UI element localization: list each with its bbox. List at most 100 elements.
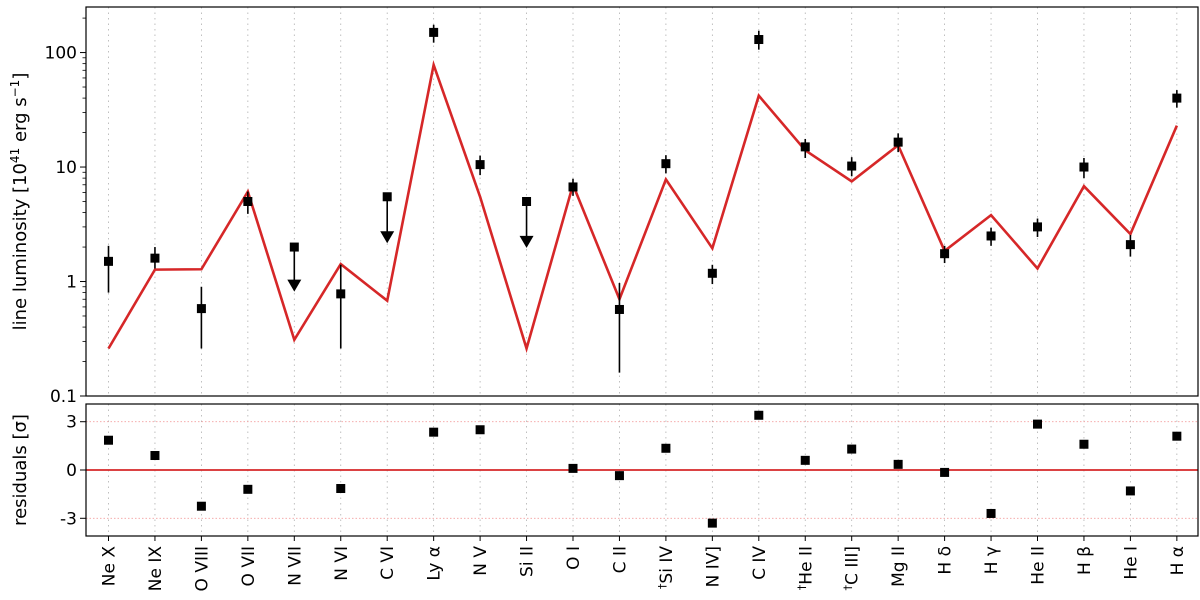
observed-point-5 [336, 264, 346, 349]
dagger-mark: † [795, 584, 808, 590]
observed-point-6 [380, 192, 395, 244]
observed-point-17 [893, 133, 903, 153]
residual-point-15 [800, 455, 810, 465]
data-marker [1172, 93, 1182, 103]
category-label-17: Mg II [889, 546, 909, 587]
residual-point-22 [1125, 486, 1135, 496]
data-marker [800, 142, 810, 152]
data-marker [847, 161, 857, 171]
main-y-axis-label: line luminosity [1041 erg s−1] [8, 73, 31, 331]
category-label-8: N V [471, 546, 491, 576]
observed-point-12 [661, 155, 671, 174]
observed-point-7 [429, 24, 439, 43]
category-name: H β [1075, 546, 1095, 575]
category-label-18: H δ [936, 546, 956, 575]
data-marker [104, 256, 113, 266]
category-label-14: C IV [750, 546, 770, 580]
residual-points [104, 410, 1182, 528]
residual-point-5 [336, 484, 346, 494]
observed-point-22 [1125, 234, 1135, 257]
category-name: H δ [936, 546, 956, 575]
residual-point-7 [429, 427, 439, 437]
category-name: He II [796, 546, 816, 585]
ylabel-main: line luminosity [10 [10, 163, 31, 330]
category-label-0: Ne X [100, 546, 120, 587]
category-label-21: H β [1075, 546, 1095, 575]
category-label-19: H γ [982, 546, 1002, 574]
data-marker [336, 289, 346, 299]
residual-point-19 [986, 508, 996, 518]
y-tick-label: 10 [55, 158, 77, 178]
data-marker [754, 35, 764, 45]
observed-point-20 [1033, 218, 1042, 237]
res-y-tick-label: 0 [66, 461, 77, 481]
data-marker [986, 231, 996, 241]
observed-point-18 [940, 245, 950, 264]
category-name: Mg II [889, 546, 909, 587]
residual-frame [85, 403, 1199, 537]
res-y-tick-label: -3 [60, 509, 77, 529]
category-label-1: Ne IX [146, 546, 166, 592]
category-name: Ne X [100, 546, 120, 587]
category-name: Si IV [657, 546, 677, 584]
category-name: He I [1121, 546, 1141, 580]
category-label-16: †C III] [842, 546, 863, 590]
category-name: N V [471, 546, 491, 576]
upper-limit-arrow [380, 231, 395, 244]
y-tick-label: 0.1 [50, 387, 77, 407]
observed-point-2 [196, 286, 206, 349]
res-y-tick-label: 3 [66, 413, 77, 433]
data-marker [522, 197, 532, 206]
data-marker [150, 253, 160, 263]
residual-point-10 [568, 463, 578, 473]
data-marker [382, 192, 392, 202]
observed-point-1 [150, 247, 160, 269]
observed-point-16 [847, 157, 857, 177]
ylabel-exp: 41 [8, 148, 22, 163]
category-name: Si II [518, 546, 538, 577]
category-name: N IV] [703, 546, 723, 587]
data-marker [568, 182, 578, 192]
category-label-2: O VIII [192, 546, 212, 591]
data-marker [940, 249, 950, 259]
residual-point-18 [940, 467, 950, 477]
category-name: Ne IX [146, 546, 166, 592]
data-marker [429, 27, 439, 37]
category-name: N VII [285, 546, 305, 586]
category-label-11: C II [610, 546, 630, 573]
residual-point-8 [475, 425, 485, 435]
data-marker [289, 242, 299, 252]
observed-point-11 [614, 283, 624, 373]
data-marker [1079, 162, 1089, 172]
residual-point-20 [1033, 419, 1042, 429]
category-name: He II [1029, 546, 1049, 585]
residual-reference-lines [86, 421, 1198, 519]
observed-point-13 [707, 264, 717, 285]
upper-limit-arrow [287, 279, 302, 292]
observed-point-3 [243, 191, 253, 214]
ylabel-close: ] [10, 73, 31, 80]
residual-point-11 [614, 471, 624, 481]
category-name: O VIII [192, 546, 212, 591]
category-label-12: †Si IV [656, 546, 677, 589]
category-label-7: Ly α [425, 546, 445, 581]
category-labels: Ne X Ne IX O VIII O VII N VII N VI C VI Ly α N V… [100, 536, 1188, 591]
category-name: O VII [239, 546, 259, 586]
ylabel-unit-exp: −1 [8, 80, 22, 98]
category-label-23: H α [1168, 546, 1188, 575]
category-name: H α [1168, 546, 1188, 575]
data-marker [661, 159, 671, 169]
data-marker [243, 197, 253, 206]
dagger-mark: † [842, 584, 855, 590]
residual-point-3 [243, 484, 253, 494]
main-frame [85, 6, 1199, 397]
category-name: H γ [982, 546, 1002, 574]
category-label-13: N IV] [703, 546, 723, 587]
category-label-15: †He II [795, 546, 816, 590]
y-tick-label: 100 [45, 44, 77, 64]
data-marker [1033, 222, 1042, 232]
model-line-group [107, 59, 1179, 354]
residual-panel: 3 0 -3 residuals [σ] [10, 403, 1199, 537]
observed-point-21 [1079, 157, 1089, 179]
